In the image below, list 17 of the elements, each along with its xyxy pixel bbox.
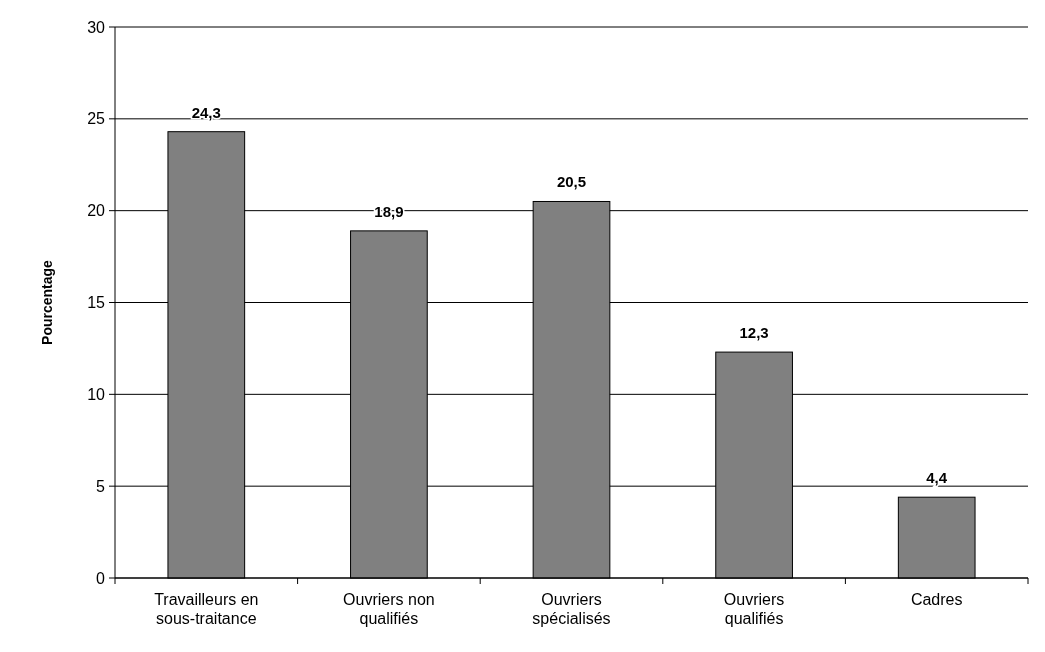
- data-label: 24,3: [191, 103, 221, 121]
- x-tick-label: Cadres: [910, 591, 963, 608]
- y-tick-label: 25: [87, 110, 106, 128]
- x-tick-label: Travailleurs en sous-traitance: [154, 591, 259, 627]
- data-label: 4,4: [926, 469, 948, 487]
- data-label: 12,3: [739, 324, 769, 342]
- y-tick-label: 10: [87, 385, 106, 403]
- y-tick-label: 30: [87, 18, 106, 36]
- x-tick-label: Ouvriers qualifiés: [723, 591, 785, 627]
- y-axis-title: Pourcentage: [39, 259, 55, 345]
- x-tick-label: Ouvriers non qualifiés: [343, 591, 435, 627]
- y-tick-label: 5: [96, 477, 106, 495]
- y-tick-label: 20: [87, 202, 106, 220]
- y-tick-label: 15: [87, 294, 106, 312]
- data-label: 20,5: [556, 173, 587, 191]
- y-tick-label: 0: [96, 569, 106, 587]
- x-tick-label: Ouvriers spécialisés: [532, 591, 611, 627]
